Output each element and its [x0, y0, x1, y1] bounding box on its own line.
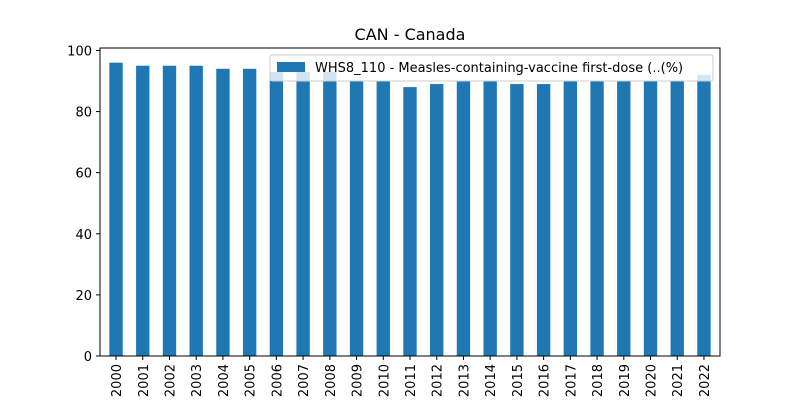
bar-2006	[269, 71, 284, 356]
bar-2020	[643, 81, 658, 356]
bar-2005	[242, 68, 257, 356]
x-tick-label-2017: 2017	[564, 364, 579, 397]
bar-2004	[216, 68, 230, 356]
bar-2007	[296, 71, 310, 356]
x-tick-label-2008: 2008	[324, 364, 339, 397]
x-tick-label-2019: 2019	[618, 364, 633, 397]
x-tick-label-2014: 2014	[484, 364, 499, 397]
y-tick-label-100: 100	[67, 44, 92, 59]
x-tick-label-2022: 2022	[698, 364, 713, 397]
bar-2015	[510, 84, 524, 356]
x-tick-label-2012: 2012	[431, 364, 446, 397]
bar-2017	[563, 81, 578, 356]
x-tick-label-2020: 2020	[645, 364, 660, 397]
bar-2010	[376, 81, 390, 356]
x-tick-label-2011: 2011	[404, 364, 419, 397]
x-tick-label-2009: 2009	[351, 364, 366, 397]
y-tick-label-60: 60	[75, 167, 92, 182]
x-tick-label-2007: 2007	[297, 364, 312, 397]
bar-2022	[697, 74, 711, 356]
y-tick-label-40: 40	[75, 228, 92, 243]
bars-group	[109, 62, 711, 357]
y-tick-label-80: 80	[75, 106, 92, 121]
x-tick-label-2018: 2018	[591, 364, 606, 397]
bar-2011	[403, 87, 417, 357]
x-tick-label-2010: 2010	[377, 364, 392, 397]
x-tick-label-2013: 2013	[457, 364, 472, 397]
plot-frame	[99, 47, 721, 357]
x-tick-label-2004: 2004	[217, 364, 232, 397]
bar-2019	[617, 81, 631, 356]
bar-2016	[536, 84, 551, 356]
x-axis: 2000 2001 2002 2003 2004 2005 2006 2007 2008 2009…	[110, 356, 713, 397]
x-tick-label-2003: 2003	[190, 364, 205, 397]
bar-2009	[349, 81, 364, 356]
x-tick-label-2001: 2001	[137, 364, 152, 397]
x-tick-label-2002: 2002	[163, 364, 178, 397]
x-tick-label-2015: 2015	[511, 364, 526, 397]
bar-2008	[323, 71, 337, 356]
bar-2000	[109, 62, 123, 357]
bar-2018	[590, 81, 604, 356]
y-tick-label-20: 20	[75, 289, 92, 304]
bar-2001	[136, 65, 150, 356]
legend-label: WHS8_110 - Measles-containing-vaccine fi…	[315, 61, 683, 76]
bar-2014	[483, 81, 497, 356]
x-tick-label-2021: 2021	[671, 364, 686, 397]
chart-title: CAN - Canada	[355, 25, 466, 44]
legend-box	[269, 54, 714, 82]
x-tick-label-2016: 2016	[538, 364, 553, 397]
legend: WHS8_110 - Measles-containing-vaccine fi…	[269, 54, 714, 82]
bar-2003	[189, 65, 203, 356]
y-tick-label-0: 0	[84, 350, 92, 365]
bar-2002	[162, 65, 177, 356]
legend-swatch	[277, 62, 305, 72]
bar-2013	[456, 81, 471, 356]
bar-2021	[670, 81, 684, 356]
bar-2012	[430, 84, 444, 356]
x-tick-label-2006: 2006	[270, 364, 285, 397]
x-tick-label-2005: 2005	[244, 364, 259, 397]
y-axis: 0 20 40 60 80 100	[67, 44, 100, 365]
x-tick-label-2000: 2000	[110, 364, 125, 397]
